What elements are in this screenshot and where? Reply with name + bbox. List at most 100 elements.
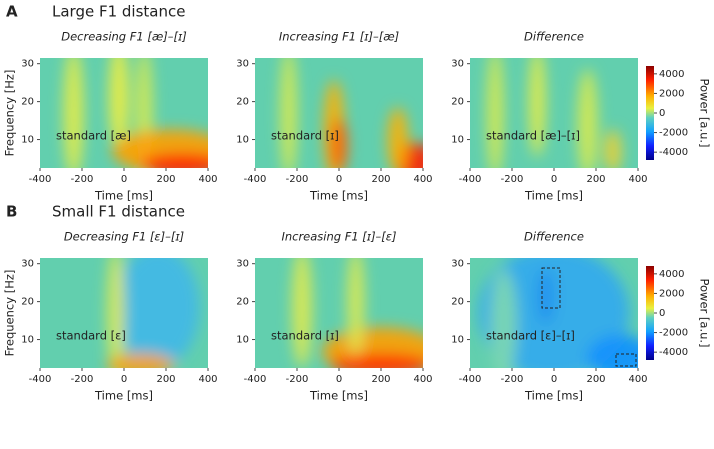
y-tick-label: 30 (236, 259, 249, 270)
heatmap (40, 258, 208, 368)
annotation: standard [ɪ] (271, 329, 339, 343)
heatmap (255, 58, 423, 168)
y-tick-label: 20 (21, 297, 34, 308)
y-tick-label: 20 (451, 97, 464, 108)
y-tick-label: 10 (236, 335, 249, 346)
y-axis-label: Frequency [Hz] (3, 70, 17, 157)
section-label: A (6, 3, 18, 21)
heatmap-blob (577, 69, 598, 168)
annotation: standard [æ]–[ɪ] (486, 129, 580, 143)
heatmap-texture (291, 258, 423, 368)
panel-title: Decreasing F1 [æ]–[ɪ] (61, 30, 187, 44)
y-tick-label: 10 (451, 335, 464, 346)
heatmap (255, 258, 423, 368)
x-tick-label: 400 (628, 174, 647, 185)
x-tick-label: -400 (244, 174, 267, 185)
heatmap-blob (107, 258, 124, 368)
heatmap-blob (490, 269, 518, 368)
x-tick-label: -200 (501, 374, 524, 385)
heatmap-blob (537, 269, 554, 324)
colorbar (646, 66, 654, 160)
y-tick-label: 20 (451, 297, 464, 308)
colorbar-tick-label: -2000 (659, 328, 688, 339)
x-tick-label: -200 (286, 374, 309, 385)
y-tick-label: 10 (236, 135, 249, 146)
colorbar (646, 266, 654, 360)
heatmap-texture (280, 58, 423, 168)
panel-title: Increasing F1 [ɪ]–[ɛ] (281, 230, 396, 244)
x-tick-label: -400 (459, 374, 482, 385)
heatmap-blob (291, 258, 313, 368)
panel-title: Increasing F1 [ɪ]–[æ] (279, 30, 399, 44)
x-tick-label: 400 (413, 374, 432, 385)
heatmap-blob (115, 258, 200, 368)
x-tick-label: -400 (29, 174, 52, 185)
x-axis-label: Time [ms] (524, 189, 583, 203)
x-tick-label: 0 (551, 374, 557, 385)
y-tick-label: 30 (236, 59, 249, 70)
annotation: standard [ɛ] (56, 329, 126, 343)
heatmap-texture (63, 58, 208, 168)
heatmap-blob (587, 335, 638, 368)
heatmap-blob (330, 118, 348, 168)
colorbar-tick-label: 4000 (659, 69, 684, 80)
section-label: B (6, 203, 17, 221)
section-title: Large F1 distance (52, 3, 185, 21)
colorbar-tick-label: 0 (659, 308, 665, 319)
section-title: Small F1 distance (52, 203, 185, 221)
x-tick-label: -400 (459, 174, 482, 185)
x-tick-label: -200 (286, 174, 309, 185)
significance-box (541, 267, 561, 309)
heatmap (470, 258, 638, 368)
heatmap (470, 58, 638, 168)
x-tick-label: -200 (71, 374, 94, 385)
y-tick-label: 20 (236, 97, 249, 108)
x-tick-label: 0 (336, 374, 342, 385)
x-tick-label: 200 (156, 174, 175, 185)
y-tick-label: 20 (236, 297, 249, 308)
heatmap-blob (107, 353, 175, 368)
significance-box (615, 353, 637, 367)
annotation: standard [ɛ]–[ɪ] (486, 329, 575, 343)
heatmap-blob (387, 107, 408, 168)
heatmap (40, 58, 208, 168)
x-tick-label: 0 (121, 174, 127, 185)
colorbar-tick-label: 2000 (659, 88, 684, 99)
heatmap-blob (604, 129, 622, 168)
x-axis-label: Time [ms] (94, 389, 153, 403)
x-axis-label: Time [ms] (524, 389, 583, 403)
heatmap-blob (528, 58, 546, 157)
panel-title: Difference (524, 30, 584, 44)
x-tick-label: 400 (628, 374, 647, 385)
heatmap-texture (478, 258, 638, 368)
annotation: standard [ɪ] (271, 129, 339, 143)
heatmap-blob (486, 58, 504, 168)
y-axis-label: Frequency [Hz] (3, 270, 17, 357)
y-tick-label: 10 (451, 135, 464, 146)
y-tick-label: 10 (21, 135, 34, 146)
x-tick-label: 200 (371, 374, 390, 385)
colorbar-tick-label: 0 (659, 108, 665, 119)
heatmap-blob (63, 58, 84, 168)
x-tick-label: 0 (336, 174, 342, 185)
x-tick-label: 400 (413, 174, 432, 185)
x-tick-label: -200 (71, 174, 94, 185)
heatmap-blob (347, 258, 365, 357)
x-axis-label: Time [ms] (309, 389, 368, 403)
x-tick-label: 0 (551, 174, 557, 185)
x-tick-label: -200 (501, 174, 524, 185)
x-tick-label: 0 (121, 374, 127, 385)
heatmap-texture (107, 258, 200, 368)
heatmap-blob (280, 58, 297, 168)
panel-title: Decreasing F1 [ɛ]–[ɪ] (64, 230, 184, 244)
colorbar-tick-label: 4000 (659, 269, 684, 280)
x-tick-label: 400 (198, 374, 217, 385)
heatmap-texture (486, 58, 622, 168)
x-tick-label: 200 (586, 174, 605, 185)
x-tick-label: 200 (156, 374, 175, 385)
heatmap-blob (108, 58, 130, 152)
y-tick-label: 30 (451, 59, 464, 70)
colorbar-label: Power [a.u.] (698, 78, 712, 147)
